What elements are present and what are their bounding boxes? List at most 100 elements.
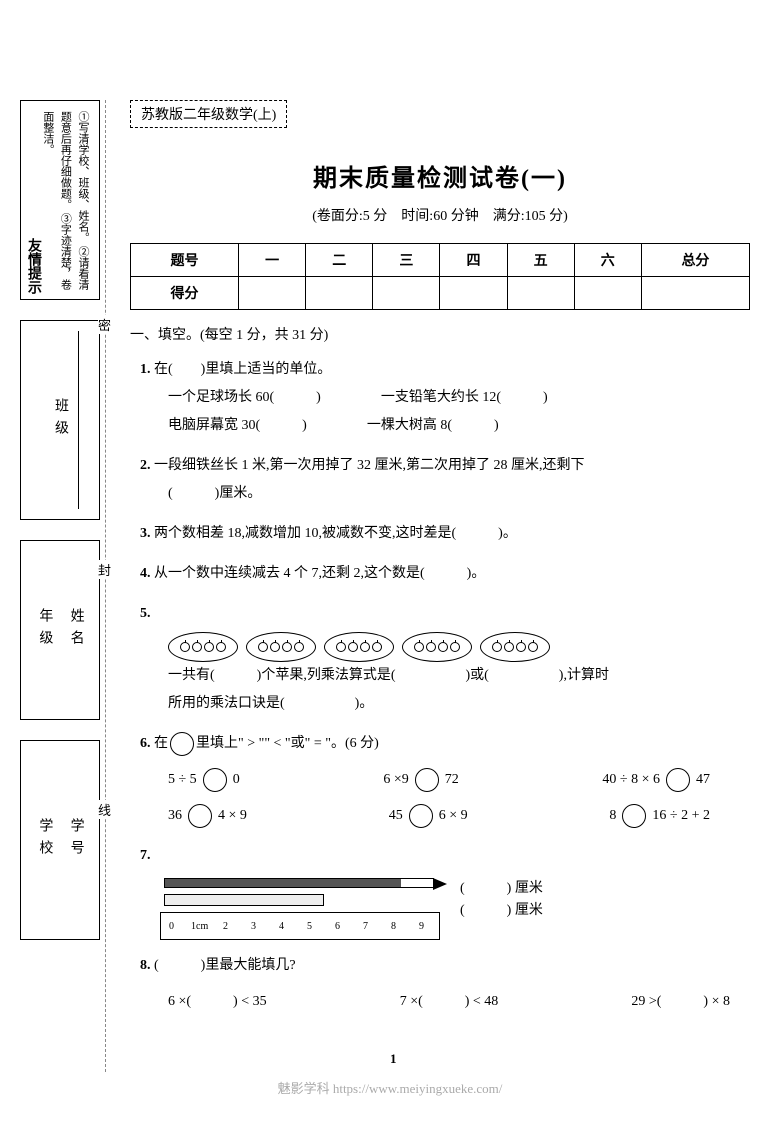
watermark: 魅影学科 https://www.meiyingxueke.com/: [0, 1078, 780, 1097]
plate-icon: [168, 632, 238, 662]
th-4: 四: [440, 244, 507, 277]
comp-left: 5 ÷ 5: [168, 766, 197, 794]
main-content: 苏教版二年级数学(上) 期末质量检测试卷(一) (卷面分:5 分 时间:60 分…: [130, 100, 750, 1016]
page-title: 期末质量检测试卷(一): [130, 158, 750, 193]
school-id-box: 学校 学号: [20, 740, 100, 940]
question-5: 5. 一共有( )个苹果,列乘法算式是( )或( ),计算时 所用的乘法口诀是(…: [130, 600, 750, 718]
name-label: 姓名: [66, 608, 86, 652]
td-blank[interactable]: [306, 277, 373, 310]
q4-text: 从一个数中连续减去 4 个 7,还剩 2,这个数是( )。: [154, 566, 485, 581]
q2-text: 一段细铁丝长 1 米,第一次用掉了 32 厘米,第二次用掉了 28 厘米,还剩下: [154, 458, 585, 473]
question-2: 2. 一段细铁丝长 1 米,第一次用掉了 32 厘米,第二次用掉了 28 厘米,…: [130, 452, 750, 508]
td-blank[interactable]: [440, 277, 507, 310]
comp-right: 72: [445, 766, 459, 794]
comp-right: 47: [696, 766, 710, 794]
td-blank[interactable]: [507, 277, 574, 310]
circle-blank[interactable]: [415, 768, 439, 792]
comp-left: 36: [168, 802, 182, 830]
circle-blank[interactable]: [409, 804, 433, 828]
subtitle: (卷面分:5 分 时间:60 分钟 满分:105 分): [130, 205, 750, 225]
pencil-icon: [164, 878, 434, 888]
ruler-icon: 0 1cm 2 3 4 5 6 7 8 9: [160, 912, 440, 940]
comp-left: 45: [389, 802, 403, 830]
tips-box: ①写清学校、班级、姓名。 ②请看清题意后再仔细做题。 ③字迹清楚，卷面整洁。 友…: [20, 100, 100, 300]
th-1: 一: [239, 244, 306, 277]
q5-num: 5.: [140, 606, 151, 621]
th-3: 三: [373, 244, 440, 277]
q8-row: 6 ×( ) < 35 7 ×( ) < 48 29 >( ) × 8: [140, 988, 750, 1016]
circle-blank[interactable]: [622, 804, 646, 828]
table-row: 题号 一 二 三 四 五 六 总分: [131, 244, 750, 277]
ruler-5: 5: [307, 917, 312, 937]
circle-blank[interactable]: [666, 768, 690, 792]
td-blank[interactable]: [574, 277, 641, 310]
school-label: 学校: [34, 818, 54, 862]
th-5: 五: [507, 244, 574, 277]
th-2: 二: [306, 244, 373, 277]
eraser-icon: [164, 894, 324, 906]
q4-num: 4.: [140, 566, 151, 581]
plate-icon: [480, 632, 550, 662]
score-table: 题号 一 二 三 四 五 六 总分 得分: [130, 243, 750, 310]
question-7: 7. 0 1cm 2 3 4 5 6 7 8 9 ( ): [130, 842, 750, 940]
seal-feng: 封: [98, 560, 111, 579]
q1-num: 1.: [140, 362, 151, 377]
q7-label2: ( ) 厘米: [460, 900, 543, 922]
table-row: 得分: [131, 277, 750, 310]
q1-line2b: 一棵大树高 8( ): [367, 412, 499, 440]
th-6: 六: [574, 244, 641, 277]
circle-blank[interactable]: [188, 804, 212, 828]
q1-text: 在( )里填上适当的单位。: [154, 362, 331, 377]
th-total: 总分: [641, 244, 749, 277]
plate-icon: [324, 632, 394, 662]
q2-num: 2.: [140, 458, 151, 473]
comp-left: 40 ÷ 8 × 6: [602, 766, 660, 794]
section-1-title: 一、填空。(每空 1 分，共 31 分): [130, 324, 750, 344]
th-num: 题号: [131, 244, 239, 277]
comp-right: 6 × 9: [439, 802, 468, 830]
question-1: 1. 在( )里填上适当的单位。 一个足球场长 60( ) 一支铅笔大约长 12…: [130, 356, 750, 440]
plate-icon: [402, 632, 472, 662]
q8-num: 8.: [140, 958, 151, 973]
circle-blank[interactable]: [203, 768, 227, 792]
q6-num: 6.: [140, 736, 151, 751]
class-label: 班级: [50, 398, 70, 442]
ruler-9: 9: [419, 917, 424, 937]
ruler-8: 8: [391, 917, 396, 937]
q5-text1: 一共有( )个苹果,列乘法算式是( )或( ),计算时: [140, 662, 750, 690]
comp-left: 8: [609, 802, 616, 830]
tips-text: ①写清学校、班级、姓名。 ②请看清题意后再仔细做题。 ③字迹清楚，卷面整洁。: [38, 111, 91, 299]
q1-line1b: 一支铅笔大约长 12( ): [381, 384, 548, 412]
ruler-2: 2: [223, 917, 228, 937]
ruler-0: 0: [169, 917, 174, 937]
seal-mi: 密: [98, 315, 111, 334]
td-blank[interactable]: [239, 277, 306, 310]
comp-row-2: 364 × 9 456 × 9 816 ÷ 2 + 2: [140, 802, 750, 830]
ruler-7: 7: [363, 917, 368, 937]
q5-text2: 所用的乘法口诀是( )。: [140, 690, 750, 718]
ruler-3: 3: [251, 917, 256, 937]
q7-label1: ( ) 厘米: [460, 878, 543, 900]
q8-item2: 7 ×( ) < 48: [400, 988, 499, 1016]
ruler-section: 0 1cm 2 3 4 5 6 7 8 9 ( ) 厘米 ( ) 厘米: [140, 878, 750, 940]
q8-item3: 29 >( ) × 8: [631, 988, 730, 1016]
comp-right: 16 ÷ 2 + 2: [652, 802, 710, 830]
question-8: 8. ( )里最大能填几? 6 ×( ) < 35 7 ×( ) < 48 29…: [130, 952, 750, 1016]
q7-num: 7.: [140, 848, 151, 863]
question-4: 4. 从一个数中连续减去 4 个 7,还剩 2,这个数是( )。: [130, 560, 750, 588]
class-box: 班级: [20, 320, 100, 520]
td-blank[interactable]: [641, 277, 749, 310]
sidebar: ①写清学校、班级、姓名。 ②请看清题意后再仔细做题。 ③字迹清楚，卷面整洁。 友…: [20, 100, 100, 1000]
q1-line1a: 一个足球场长 60( ): [168, 384, 321, 412]
ruler-1: 1cm: [191, 917, 208, 937]
q1-line2a: 电脑屏幕宽 30( ): [168, 412, 307, 440]
q2-text2: ( )厘米。: [140, 480, 750, 508]
td-blank[interactable]: [373, 277, 440, 310]
ruler-4: 4: [279, 917, 284, 937]
seal-line: [105, 100, 106, 1072]
apples-row: [140, 632, 750, 662]
q3-text: 两个数相差 18,减数增加 10,被减数不变,这时差是( )。: [154, 526, 517, 541]
question-6: 6. 在在 里填上" > "" < "或" = "。(6 分)里填上" > ""…: [130, 730, 750, 830]
grade-label: 年级: [34, 608, 54, 652]
q8-text: ( )里最大能填几?: [154, 958, 296, 973]
